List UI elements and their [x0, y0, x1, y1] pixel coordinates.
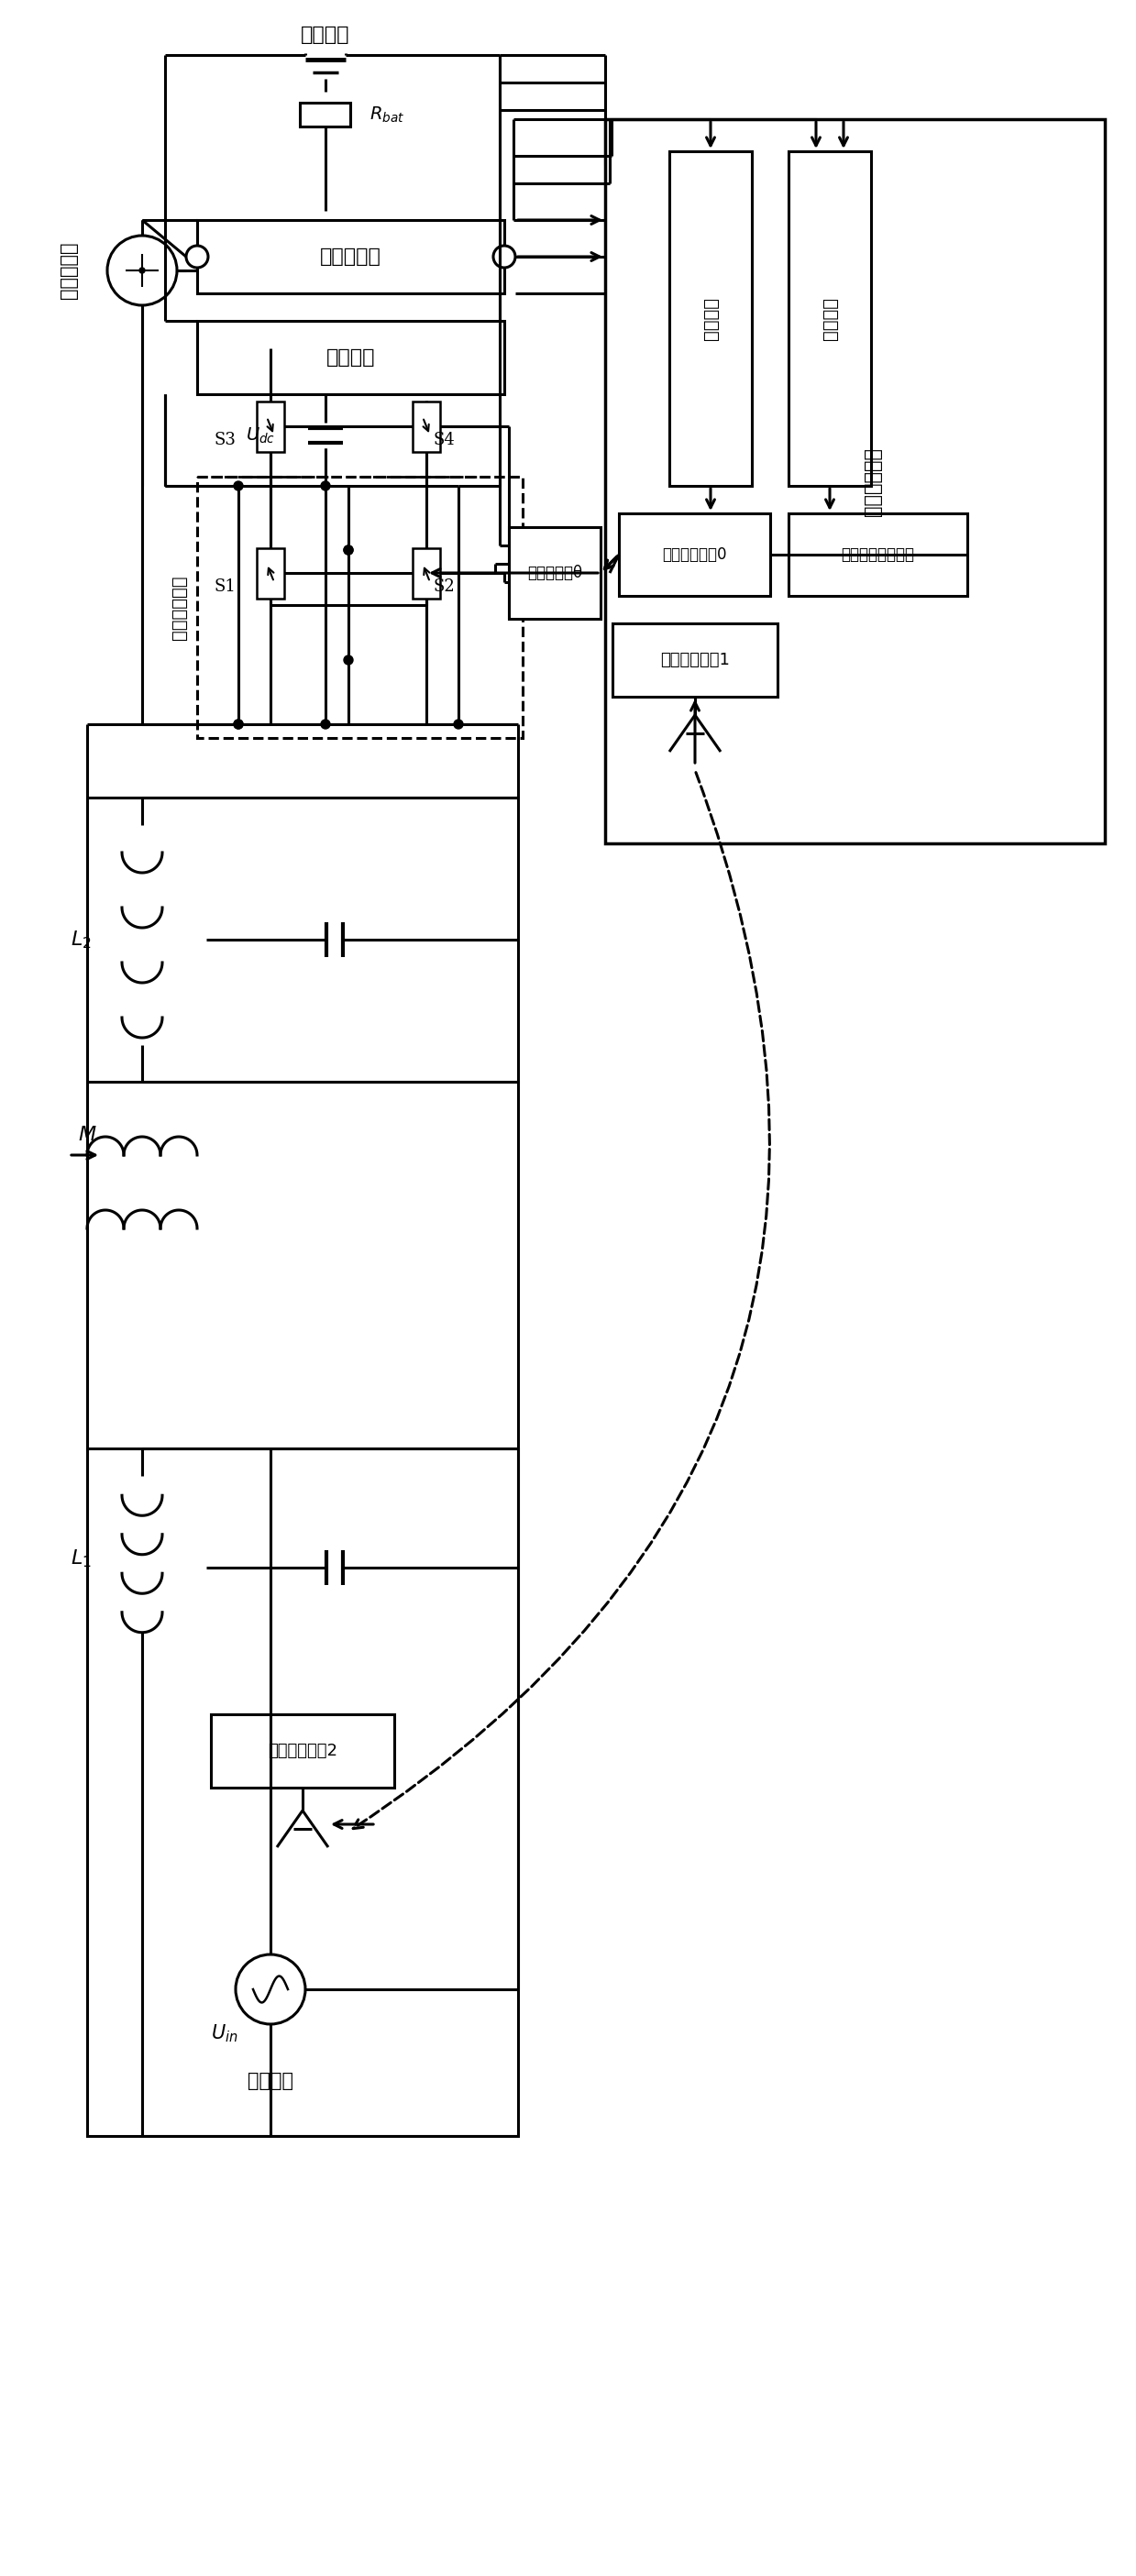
Text: 实时电流: 实时电流	[702, 296, 719, 340]
Circle shape	[344, 546, 353, 554]
Bar	[87, 1448, 518, 2136]
Circle shape	[234, 482, 243, 489]
Bar	[198, 219, 504, 294]
Text: 无线通信模块1: 无线通信模块1	[660, 652, 729, 667]
Bar	[412, 549, 440, 598]
Circle shape	[320, 719, 331, 729]
Bar	[412, 402, 440, 451]
Text: $R_{bat}$: $R_{bat}$	[369, 106, 404, 124]
Bar	[87, 799, 518, 1082]
Circle shape	[107, 234, 177, 307]
Text: 车载电池: 车载电池	[301, 26, 350, 44]
Text: 实时电压: 实时电压	[821, 296, 838, 340]
Text: S3: S3	[214, 433, 235, 448]
Text: 保护控制电路: 保护控制电路	[864, 446, 883, 515]
Bar	[257, 402, 284, 451]
Bar	[198, 477, 523, 737]
Text: 控制导通角θ: 控制导通角θ	[527, 564, 583, 582]
Circle shape	[235, 1955, 306, 2025]
Text: S1: S1	[214, 580, 235, 595]
Text: 电压传感器: 电压传感器	[320, 247, 382, 265]
Circle shape	[234, 719, 243, 729]
Text: $L_2$: $L_2$	[70, 930, 92, 951]
Text: 可控整流电路: 可控整流电路	[170, 574, 187, 639]
Bar	[788, 152, 871, 487]
FancyArrowPatch shape	[353, 773, 769, 1829]
Bar	[509, 528, 601, 618]
Text: S4: S4	[434, 433, 456, 448]
Circle shape	[454, 719, 463, 729]
Text: $U_{dc}$: $U_{dc}$	[245, 425, 275, 446]
Bar	[612, 623, 777, 696]
Text: 电流传感器: 电流传感器	[59, 242, 78, 299]
Circle shape	[234, 719, 243, 729]
Circle shape	[186, 245, 208, 268]
Bar	[300, 103, 351, 126]
Text: $M$: $M$	[77, 1126, 97, 1144]
Circle shape	[140, 268, 145, 273]
Circle shape	[344, 654, 353, 665]
Text: 滤波电容: 滤波电容	[326, 348, 375, 366]
Bar	[669, 152, 752, 487]
Circle shape	[493, 245, 516, 268]
Text: $L_1$: $L_1$	[70, 1548, 92, 1569]
Text: 无线通信模块2: 无线通信模块2	[268, 1744, 337, 1759]
Bar	[257, 549, 284, 598]
Text: $U_{in}$: $U_{in}$	[211, 2022, 239, 2045]
Bar	[211, 1713, 394, 1788]
Bar	[788, 513, 967, 595]
Bar	[198, 322, 504, 394]
Circle shape	[344, 546, 353, 554]
Text: S2: S2	[434, 580, 456, 595]
Bar	[605, 118, 1105, 842]
Bar	[619, 513, 770, 595]
Text: 供电电源: 供电电源	[248, 2071, 293, 2089]
Circle shape	[320, 482, 331, 489]
Text: 电流长时间为0: 电流长时间为0	[662, 546, 727, 564]
Text: 大于设定保护电压: 大于设定保护电压	[842, 546, 914, 564]
